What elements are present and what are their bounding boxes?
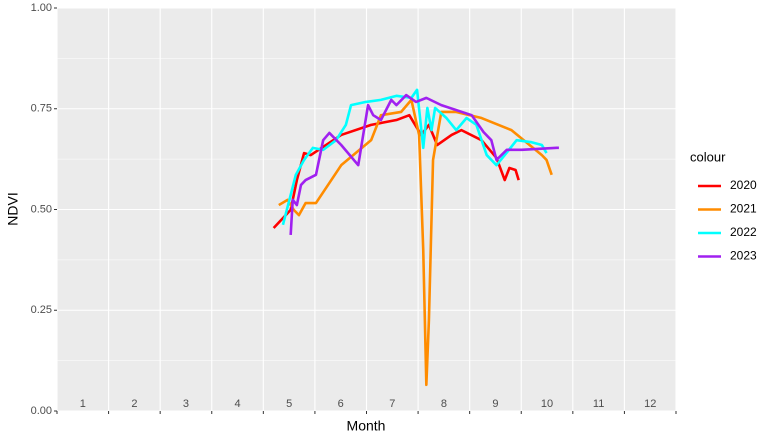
y-tick-label: 0.75 bbox=[31, 103, 52, 115]
y-tick-label: 0.50 bbox=[31, 203, 52, 215]
month-label: 5 bbox=[286, 398, 292, 410]
month-label: 11 bbox=[593, 398, 604, 410]
month-label: 12 bbox=[644, 398, 656, 410]
y-tick-label: 1.00 bbox=[31, 2, 52, 14]
series-line bbox=[278, 98, 553, 387]
series-line bbox=[289, 93, 559, 235]
month-label: 6 bbox=[338, 398, 344, 410]
legend-label: 2022 bbox=[730, 225, 757, 239]
month-label: 3 bbox=[183, 398, 189, 410]
y-tick-label: 0.00 bbox=[31, 405, 52, 417]
legend-label: 2023 bbox=[730, 249, 757, 263]
series-line bbox=[281, 88, 548, 226]
y-tick-label: 0.25 bbox=[31, 304, 52, 316]
month-label: 4 bbox=[234, 398, 240, 410]
y-axis-title: NDVI bbox=[5, 192, 21, 225]
month-label: 1 bbox=[80, 398, 86, 410]
month-label: 2 bbox=[131, 398, 137, 410]
month-label: 10 bbox=[541, 398, 553, 410]
legend-label: 2021 bbox=[730, 202, 757, 216]
month-label: 7 bbox=[389, 398, 395, 410]
month-label: 9 bbox=[492, 398, 498, 410]
month-label: 8 bbox=[441, 398, 447, 410]
legend-label: 2020 bbox=[730, 178, 757, 192]
legend-title: colour bbox=[690, 149, 726, 164]
x-axis-title: Month bbox=[347, 418, 386, 434]
